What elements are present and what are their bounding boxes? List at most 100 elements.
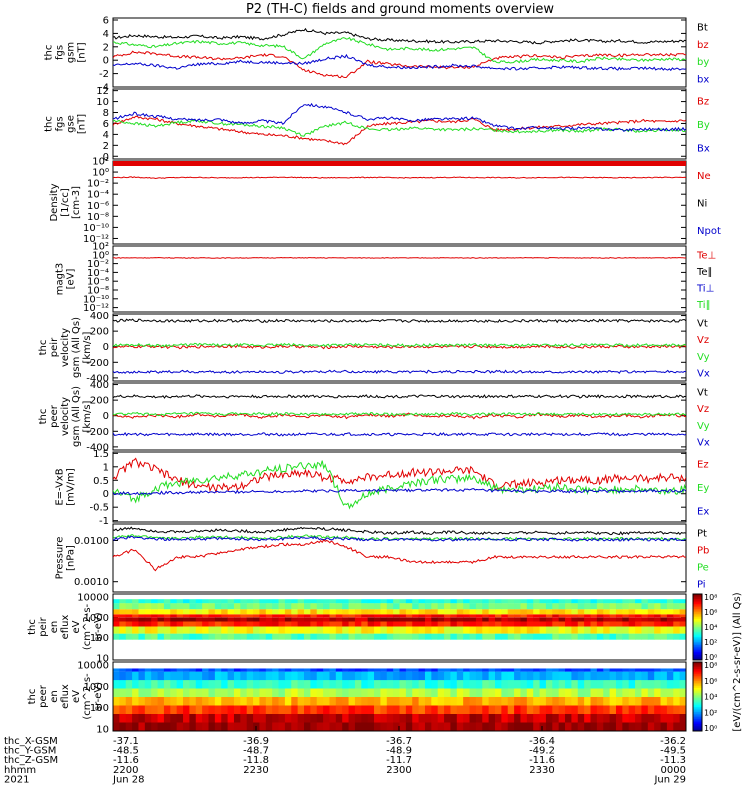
colorbar-cell — [693, 599, 702, 602]
heatmap-cell — [208, 626, 216, 634]
heatmap-cell — [475, 714, 483, 723]
heatmap-cell — [367, 671, 375, 681]
y-tick-label: 12 — [96, 86, 109, 97]
heatmap-cell — [647, 599, 655, 604]
heatmap-cell — [316, 668, 324, 672]
heatmap-cell — [195, 639, 203, 660]
heatmap-cell — [291, 668, 299, 672]
heatmap-cell — [558, 697, 566, 706]
heatmap-cell — [144, 633, 152, 640]
heatmap-cell — [558, 705, 566, 714]
heatmap-cell — [233, 688, 241, 697]
heatmap-cell — [584, 609, 591, 615]
heatmap-cell — [323, 714, 330, 723]
heatmap-cell — [125, 697, 133, 706]
heatmap-cell — [380, 668, 388, 672]
heatmap-cell — [418, 609, 426, 615]
series-group — [113, 526, 686, 572]
heatmap-cell — [125, 626, 133, 634]
time-axis-value: -49.2 — [529, 746, 555, 757]
heatmap-cell — [520, 680, 528, 689]
heatmap-cell — [221, 714, 228, 723]
heatmap-cell — [233, 609, 241, 615]
heatmap-cell — [132, 594, 139, 600]
heatmap-cell — [609, 639, 617, 660]
heatmap-cell — [221, 621, 228, 627]
heatmap-cell — [405, 705, 413, 714]
heatmap-cell — [507, 680, 515, 689]
colorbar-cell — [693, 605, 702, 608]
heatmap-cell — [304, 705, 311, 714]
heatmap-cell — [520, 688, 528, 697]
heatmap-cell — [418, 633, 426, 640]
colorbar-cell — [693, 670, 702, 673]
heatmap-cell — [374, 668, 381, 672]
heatmap-cell — [565, 722, 572, 731]
legend-entry: Vz — [697, 404, 709, 415]
heatmap-cell — [361, 617, 369, 622]
heatmap-cell — [335, 626, 343, 634]
heatmap-cell — [329, 603, 337, 610]
panel-frame — [112, 313, 687, 382]
heatmap-cell — [329, 722, 337, 731]
heatmap-cell — [590, 594, 598, 600]
heatmap-cell — [565, 621, 572, 627]
heatmap-cell — [501, 680, 509, 689]
heatmap-cell — [673, 614, 681, 618]
heatmap-cell — [520, 705, 528, 714]
heatmap-cell — [596, 671, 604, 681]
heatmap-cell — [195, 697, 203, 706]
heatmap-cell — [329, 668, 337, 672]
heatmap-cell — [246, 705, 254, 714]
colorbar-tick-label: 10⁸ — [704, 661, 717, 670]
heatmap-cell — [316, 722, 324, 731]
heatmap-cell — [202, 633, 209, 640]
heatmap-cell — [463, 688, 470, 697]
heatmap-cell — [609, 599, 617, 604]
heatmap-cell — [151, 714, 158, 723]
heatmap-cell — [488, 594, 496, 600]
y-tick-label: -0.5 — [89, 503, 109, 514]
heatmap-cell — [603, 614, 610, 618]
heatmap-cell — [399, 626, 407, 634]
heatmap-cell — [450, 594, 458, 600]
heatmap-cell — [297, 614, 305, 618]
heatmap-cell — [539, 668, 547, 672]
heatmap-cell — [335, 617, 343, 622]
heatmap-cell — [380, 722, 388, 731]
heatmap-cell — [202, 617, 209, 622]
heatmap-cell — [520, 662, 528, 669]
heatmap-cell — [577, 697, 585, 706]
heatmap-cell — [329, 626, 337, 634]
heatmap-cell — [666, 599, 674, 604]
y-axis-label: Density — [49, 183, 60, 221]
colorbar-cell — [693, 603, 702, 606]
colorbar-cell — [693, 627, 702, 630]
heatmap-cell — [558, 639, 566, 660]
colorbar-cell — [693, 617, 702, 620]
heatmap-cell — [304, 609, 311, 615]
heatmap-cell — [475, 705, 483, 714]
heatmap-cell — [253, 599, 260, 604]
heatmap-cell — [488, 680, 496, 689]
heatmap-cell — [323, 633, 330, 640]
heatmap-cell — [647, 617, 655, 622]
heatmap-cell — [450, 639, 458, 660]
heatmap-cell — [138, 714, 146, 723]
colorbar-tick-label: 10⁰ — [704, 724, 717, 733]
heatmap-cell — [329, 599, 337, 604]
heatmap-cell — [412, 617, 419, 622]
heatmap-cell — [520, 633, 528, 640]
colorbar-cell — [693, 613, 702, 616]
heatmap-cell — [444, 603, 451, 610]
heatmap-cell — [590, 609, 598, 615]
heatmap-cell — [374, 688, 381, 697]
heatmap-cell — [444, 714, 451, 723]
heatmap-cell — [132, 662, 139, 669]
heatmap-cell — [304, 614, 311, 618]
heatmap-cell — [526, 662, 534, 669]
heatmap-cell — [539, 614, 547, 618]
heatmap-cell — [444, 609, 451, 615]
heatmap-cell — [380, 626, 388, 634]
